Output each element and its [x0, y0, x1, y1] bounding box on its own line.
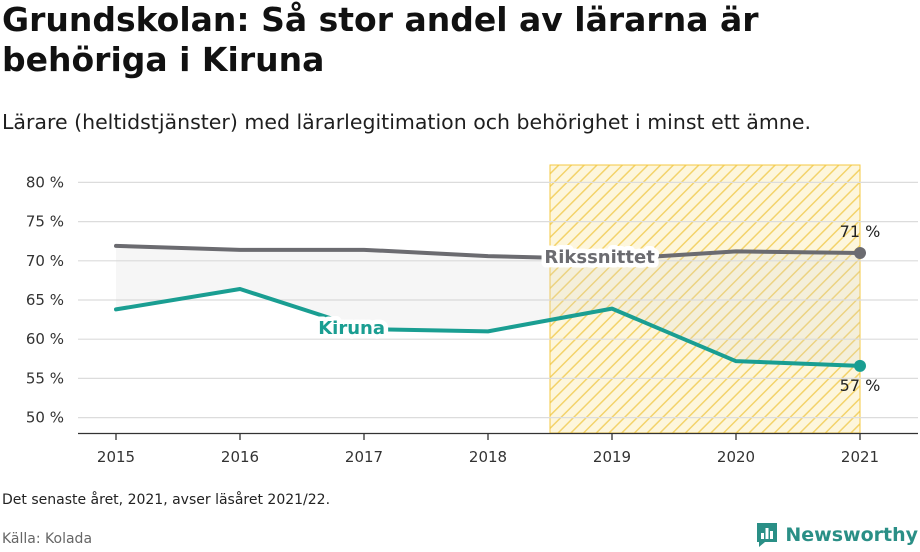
- series-name-halo: Kiruna: [318, 318, 385, 339]
- x-tick-label: 2017: [345, 448, 383, 466]
- source-note: Källa: Kolada: [2, 531, 93, 547]
- y-tick-label: 65 %: [26, 291, 64, 309]
- series-line-kiruna: [114, 287, 862, 368]
- series-line-rikssnittet: [114, 243, 862, 262]
- series-gap-band: [116, 245, 860, 366]
- x-tick-label: 2019: [593, 448, 631, 466]
- bar-chart-speech-bubble-icon: [757, 523, 778, 547]
- x-tick-label: 2021: [841, 448, 879, 466]
- series-end-point: [854, 246, 866, 259]
- y-tick-label: 80 %: [26, 173, 64, 191]
- y-tick-label: 50 %: [26, 409, 64, 427]
- x-tick-label: 2020: [717, 448, 755, 466]
- x-tick-label: 2015: [97, 448, 135, 466]
- brand-name: Newsworthy: [785, 524, 918, 546]
- highlight-region: [549, 164, 861, 434]
- series-name-label: Rikssnittet: [544, 247, 655, 268]
- y-tick-label: 70 %: [26, 252, 64, 270]
- x-tick-label: 2018: [469, 448, 507, 466]
- series-name-label: Kiruna: [318, 318, 385, 339]
- end-value-label: 71 %: [840, 222, 881, 241]
- x-tick-label: 2016: [221, 448, 259, 466]
- brand-logo: Newsworthy: [755, 520, 918, 550]
- footnote: Det senaste året, 2021, avser läsåret 20…: [2, 492, 331, 508]
- series-end-point: [854, 359, 866, 372]
- series-name-halo: Rikssnittet: [544, 247, 655, 268]
- y-tick-label: 75 %: [26, 213, 64, 231]
- chart-subtitle: Lärare (heltidstjänster) med lärarlegiti…: [2, 110, 811, 134]
- line-chart: 71 %57 %RikssnittetRikssnittetKirunaKiru…: [26, 164, 918, 466]
- chart-title: Grundskolan: Så stor andel av lärarna är…: [2, 0, 759, 79]
- y-tick-label: 60 %: [26, 330, 64, 348]
- end-value-label: 57 %: [840, 376, 881, 395]
- y-tick-label: 55 %: [26, 369, 64, 387]
